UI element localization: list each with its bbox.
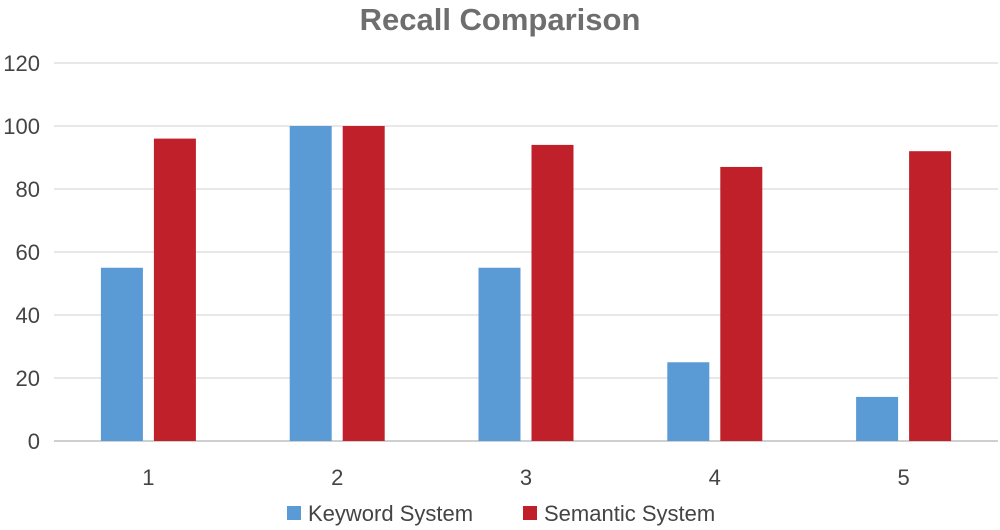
y-tick-label: 120 (3, 51, 40, 76)
y-axis-ticks: 0 20 40 60 80 100 120 (3, 51, 40, 454)
bar-keyword-system-2 (289, 126, 332, 441)
x-tick-label: 2 (331, 465, 343, 490)
bar-keyword-system-3 (478, 267, 521, 441)
x-axis-ticks: 1 2 3 4 5 (142, 465, 909, 490)
x-tick-label: 3 (520, 465, 532, 490)
bar-semantic-system-3 (531, 144, 574, 441)
y-tick-label: 80 (16, 177, 40, 202)
bar-keyword-system-1 (100, 267, 143, 441)
legend-swatch (523, 506, 537, 520)
x-tick-label: 1 (142, 465, 154, 490)
bar-semantic-system-1 (153, 138, 196, 441)
legend-label: Keyword System (308, 501, 473, 526)
x-tick-label: 5 (897, 465, 909, 490)
legend-swatch (287, 506, 301, 520)
y-tick-label: 20 (16, 366, 40, 391)
y-tick-label: 0 (28, 429, 40, 454)
bar-semantic-system-2 (342, 126, 385, 441)
legend-label: Semantic System (544, 501, 715, 526)
bar-semantic-system-5 (909, 151, 952, 441)
y-tick-label: 40 (16, 303, 40, 328)
bar-semantic-system-4 (720, 166, 763, 441)
y-tick-label: 100 (3, 114, 40, 139)
bar-keyword-system-4 (667, 362, 710, 441)
x-tick-label: 4 (709, 465, 721, 490)
y-tick-label: 60 (16, 240, 40, 265)
chart-title: Recall Comparison (359, 2, 641, 37)
gridlines (54, 62, 998, 442)
legend: Keyword System Semantic System (287, 501, 715, 526)
bars (100, 126, 952, 441)
bar-keyword-system-5 (856, 396, 899, 441)
